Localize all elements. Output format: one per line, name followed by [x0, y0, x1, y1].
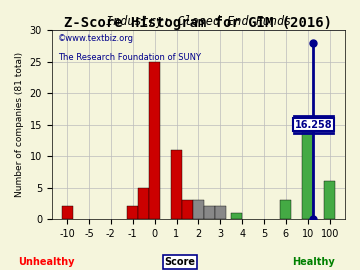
Text: The Research Foundation of SUNY: The Research Foundation of SUNY	[58, 53, 201, 62]
Bar	[302, 124, 313, 219]
Text: Healthy: Healthy	[292, 257, 334, 267]
Text: Score: Score	[165, 257, 195, 267]
Bar	[149, 62, 160, 219]
Bar	[62, 207, 73, 219]
Bar	[204, 207, 215, 219]
Bar	[193, 200, 204, 219]
Bar	[280, 200, 291, 219]
Bar	[231, 213, 242, 219]
Text: Unhealthy: Unhealthy	[19, 257, 75, 267]
Bar	[127, 207, 138, 219]
Text: 16.258: 16.258	[294, 120, 332, 130]
Title: Z-Score Histogram for GIM (2016): Z-Score Histogram for GIM (2016)	[64, 16, 332, 30]
Y-axis label: Number of companies (81 total): Number of companies (81 total)	[15, 52, 24, 197]
Text: Industry: Closed End Funds: Industry: Closed End Funds	[106, 15, 291, 28]
Bar	[324, 181, 335, 219]
Bar	[215, 207, 226, 219]
Bar	[138, 188, 149, 219]
Bar	[171, 150, 182, 219]
Text: ©www.textbiz.org: ©www.textbiz.org	[58, 34, 134, 43]
Bar	[182, 200, 193, 219]
